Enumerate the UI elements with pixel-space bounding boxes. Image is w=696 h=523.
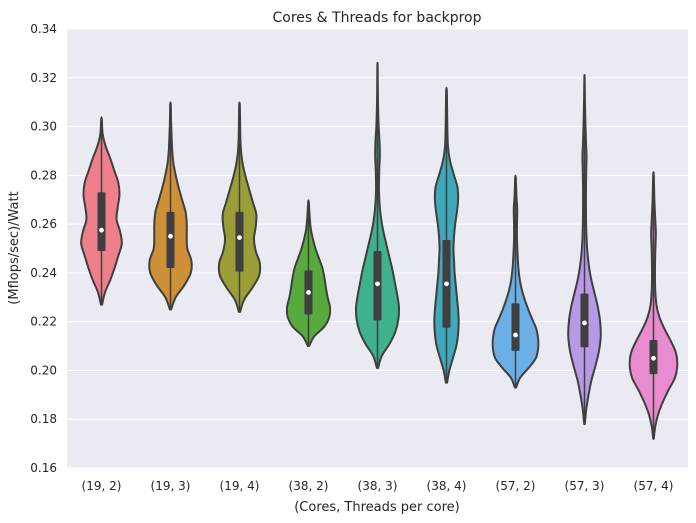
violin-median bbox=[375, 281, 380, 287]
violin-median bbox=[651, 355, 656, 361]
violin-median bbox=[513, 332, 518, 338]
violin-iqr-box bbox=[235, 211, 244, 272]
violin-iqr-box bbox=[580, 293, 589, 348]
x-tick-label: (38, 2) bbox=[289, 479, 329, 493]
x-tick-label: (57, 2) bbox=[496, 479, 536, 493]
x-axis-ticks: (19, 2) (19, 3) (19, 4) (38, 2) (38, 3) (38, … bbox=[82, 479, 674, 493]
y-tick-label: 0.18 bbox=[30, 412, 57, 426]
x-axis-label: (Cores, Threads per core) bbox=[294, 500, 460, 515]
violin-median bbox=[237, 235, 242, 240]
y-tick-label: 0.34 bbox=[30, 22, 57, 36]
y-tick-label: 0.28 bbox=[30, 168, 57, 182]
chart-title: Cores & Threads for backprop bbox=[273, 10, 482, 26]
violin-median bbox=[444, 281, 449, 287]
x-tick-label: (19, 3) bbox=[151, 479, 191, 493]
y-axis-label: (Mflops/sec)/Watt bbox=[7, 191, 22, 304]
violin-median bbox=[306, 290, 311, 295]
y-tick-label: 0.20 bbox=[30, 363, 57, 377]
violin-median bbox=[99, 227, 104, 233]
x-tick-label: (19, 4) bbox=[220, 479, 260, 493]
x-tick-label: (38, 4) bbox=[427, 479, 467, 493]
violin-iqr-box bbox=[97, 192, 106, 251]
x-tick-label: (57, 3) bbox=[565, 479, 605, 493]
x-tick-label: (38, 3) bbox=[358, 479, 398, 493]
y-tick-label: 0.16 bbox=[30, 461, 57, 475]
violins bbox=[80, 61, 679, 440]
violin-median bbox=[582, 320, 587, 326]
y-tick-label: 0.30 bbox=[30, 120, 57, 134]
x-tick-label: (19, 2) bbox=[82, 479, 122, 493]
y-axis-ticks: 0.16 0.18 0.20 0.22 0.24 0.26 0.28 0.30 0.32 0.34 bbox=[30, 22, 57, 475]
violin-iqr-box bbox=[166, 211, 175, 269]
x-tick-label: (57, 4) bbox=[634, 479, 674, 493]
y-tick-label: 0.26 bbox=[30, 217, 57, 231]
violin-iqr-box bbox=[511, 303, 520, 351]
y-tick-label: 0.32 bbox=[30, 71, 57, 85]
violin-median bbox=[168, 233, 173, 239]
y-tick-label: 0.22 bbox=[30, 315, 57, 329]
y-tick-label: 0.24 bbox=[30, 266, 57, 280]
